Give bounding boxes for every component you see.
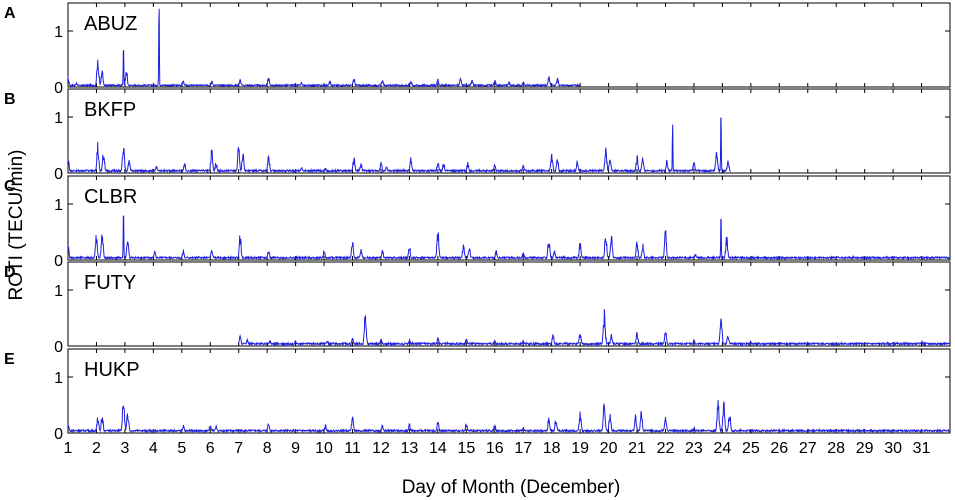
panel-clbr: 0 1 C CLBR bbox=[4, 175, 951, 270]
x-tick-label: 22 bbox=[657, 440, 675, 457]
x-tick-label: 21 bbox=[628, 440, 646, 457]
x-tick-label: 3 bbox=[120, 440, 129, 457]
x-tick-label: 13 bbox=[401, 440, 419, 457]
x-tick-label: 24 bbox=[713, 440, 731, 457]
x-tick-label: 12 bbox=[372, 440, 390, 457]
x-tick-label: 30 bbox=[884, 440, 902, 457]
y-tick-label: 0 bbox=[54, 80, 63, 97]
station-label: ABUZ bbox=[84, 13, 137, 35]
panel-frame bbox=[67, 88, 951, 174]
x-tick-label: 15 bbox=[457, 440, 475, 457]
station-label: FUTY bbox=[84, 272, 136, 294]
y-tick-label: 0 bbox=[54, 166, 63, 183]
x-tick-label: 31 bbox=[913, 440, 931, 457]
x-tick-label: 6 bbox=[206, 440, 215, 457]
x-tick-label: 27 bbox=[799, 440, 817, 457]
x-axis-label: Day of Month (December) bbox=[402, 477, 621, 498]
panel-abuz: 0 1 A ABUZ bbox=[4, 2, 951, 97]
roti-series-futy bbox=[238, 309, 951, 347]
x-tick-label: 10 bbox=[315, 440, 333, 457]
roti-series-bkfp bbox=[67, 117, 731, 174]
y-tick-label: 1 bbox=[54, 24, 63, 41]
roti-series-hukp bbox=[67, 400, 950, 434]
panel-bkfp: 0 1 B BKFP bbox=[4, 88, 951, 183]
x-tick-label: 5 bbox=[177, 440, 186, 457]
y-tick-label: 0 bbox=[54, 253, 63, 270]
panel-frame bbox=[67, 348, 951, 434]
x-tick-label: 19 bbox=[571, 440, 589, 457]
x-tick-label: 4 bbox=[149, 440, 158, 457]
station-label: CLBR bbox=[84, 186, 137, 208]
panel-letter: D bbox=[4, 264, 16, 281]
x-tick-label: 2 bbox=[92, 440, 101, 457]
x-tick-label: 28 bbox=[827, 440, 845, 457]
x-tick-labels: 1 2 3 4 5 6 7 8 9 10 11 12 13 14 15 16 17 18 19 20 21 22 23 24 2… bbox=[64, 440, 931, 457]
x-tick-label: 26 bbox=[770, 440, 788, 457]
x-tick-label: 23 bbox=[685, 440, 703, 457]
y-tick-label: 1 bbox=[54, 197, 63, 214]
x-tick-label: 7 bbox=[234, 440, 243, 457]
y-tick-label: 1 bbox=[54, 370, 63, 387]
y-axis-label: ROTI (TECU/min) bbox=[6, 150, 27, 301]
panel-frame bbox=[67, 261, 951, 347]
roti-series-clbr bbox=[67, 215, 951, 261]
x-tick-label: 20 bbox=[600, 440, 618, 457]
x-tick-label: 11 bbox=[344, 440, 361, 457]
y-tick-label: 0 bbox=[54, 339, 63, 356]
panel-futy: 0 1 D FUTY bbox=[4, 261, 951, 356]
x-tick-label: 1 bbox=[64, 440, 73, 457]
x-tick-label: 16 bbox=[486, 440, 504, 457]
panel-frame bbox=[67, 175, 951, 261]
station-label: HUKP bbox=[84, 359, 140, 381]
x-tick-label: 8 bbox=[263, 440, 272, 457]
x-tick-label: 9 bbox=[291, 440, 300, 457]
roti-series-abuz bbox=[67, 8, 581, 88]
panel-hukp: 0 1 E HUKP bbox=[4, 348, 951, 443]
y-tick-label: 0 bbox=[54, 426, 63, 443]
x-tick-label: 18 bbox=[543, 440, 561, 457]
y-tick-label: 1 bbox=[54, 283, 63, 300]
station-label: BKFP bbox=[84, 99, 136, 121]
panel-letter: A bbox=[4, 5, 16, 22]
x-tick-label: 25 bbox=[742, 440, 760, 457]
panel-letter: B bbox=[4, 91, 16, 108]
panel-letter: E bbox=[4, 351, 15, 368]
x-tick-label: 17 bbox=[514, 440, 532, 457]
x-tick-label: 29 bbox=[856, 440, 874, 457]
panel-frame bbox=[67, 2, 951, 88]
y-tick-label: 1 bbox=[54, 110, 63, 127]
panels-group: 0 1 A ABUZ 0 1 B BKFP 0 1 C CLBR 0 1 D FUTY 0 1 E HUKP bbox=[4, 2, 951, 443]
x-tick-label: 14 bbox=[429, 440, 447, 457]
panel-letter: C bbox=[4, 178, 16, 195]
